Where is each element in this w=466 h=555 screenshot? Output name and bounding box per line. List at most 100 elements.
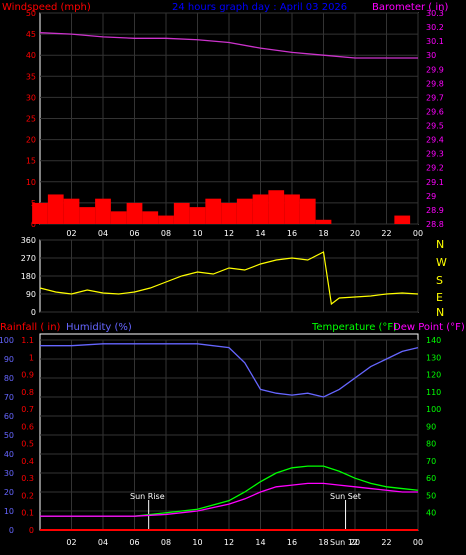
barometer-y-tick-label: 30.3 (426, 9, 444, 18)
direction-line (39, 251, 419, 306)
rain-y-tick-label: 0.3 (21, 474, 34, 483)
windspeed-bar (315, 219, 332, 224)
direction-label-n-bottom: N (436, 306, 444, 319)
direction-label-w: W (436, 256, 447, 269)
barometer-y-tick-label: 28.9 (426, 206, 444, 215)
windspeed-bar (142, 211, 159, 224)
windspeed-bar (158, 215, 174, 224)
wind-x-tick-label: 00 (413, 229, 423, 238)
windspeed-bar (299, 198, 316, 224)
windspeed-bar (221, 202, 237, 224)
wind-x-tick-label: 12 (224, 229, 234, 238)
humidity-y-tick-label: 100 (0, 336, 14, 345)
temp-y-tick-label: 80 (426, 440, 436, 449)
barometer-y-tick-label: 29.9 (426, 65, 444, 74)
weather-x-tick-label: 00 (413, 538, 423, 547)
barometer-line (39, 32, 418, 59)
barometer-y-tick-label: 29.4 (426, 136, 444, 145)
windspeed-axis-title: Windspeed (mph) (2, 2, 91, 13)
wind-y-tick-label: 25 (26, 115, 36, 124)
windspeed-bar (32, 202, 48, 224)
windspeed-bar (189, 207, 206, 224)
wind-y-tick-label: 45 (26, 30, 36, 39)
barometer-y-tick-label: 29.6 (426, 107, 444, 116)
wind-x-tick-label: 04 (98, 229, 108, 238)
weather-x-tick-label: 12 (224, 538, 234, 547)
weather-panel: 0 10 20 30 40 50 60 70 80 90 10 00 0.1 0.2 0.3 0.4 0.5 0.… (0, 336, 441, 547)
weather-x-tick-label: 08 (161, 538, 171, 547)
humidity-y-tick-label: 70 (4, 393, 14, 402)
wind-x-tick-label: 06 (129, 229, 139, 238)
rain-y-tick-label: 1.1 (21, 336, 34, 345)
direction-y-tick-label: 0 (31, 308, 36, 317)
temp-y-tick-label: 120 (426, 371, 441, 380)
wind-x-tick-label: 10 (192, 229, 202, 238)
weather-x-tick-label: 20 (350, 538, 360, 547)
temp-y-tick-label: 70 (426, 457, 436, 466)
barometer-y-tick-label: 29.8 (426, 79, 444, 88)
humidity-y-tick-label: 90 (4, 355, 14, 364)
humidity-y-tick-label: 60 (4, 412, 14, 421)
temp-y-tick-label: 140 (426, 336, 441, 345)
temp-y-tick-label: 60 (426, 474, 436, 483)
wind-x-tick-label: 14 (255, 229, 265, 238)
direction-y-tick-label: 90 (26, 290, 36, 299)
dewpoint-line (40, 482, 418, 517)
barometer-y-tick-label: 29.5 (426, 122, 444, 131)
wind-y-tick-label: 40 (26, 51, 36, 60)
windspeed-bar (95, 198, 111, 224)
windspeed-bar (268, 190, 285, 224)
sunrise-label: Sun Rise (130, 492, 165, 501)
wind-x-tick-label: 08 (161, 229, 171, 238)
windspeed-bar (47, 194, 64, 224)
rainfall-axis-title: Rainfall ( in) (0, 322, 61, 333)
windspeed-bar (284, 194, 300, 224)
weather-x-tick-label: 06 (129, 538, 139, 547)
sunset-label: Sun Set (330, 492, 361, 501)
rain-y-tick-label: 0.1 (21, 509, 34, 518)
temp-y-tick-label: 40 (426, 509, 436, 518)
barometer-y-tick-label: 30 (426, 51, 436, 60)
direction-y-tick-label: 270 (21, 254, 36, 263)
windspeed-bar (110, 211, 127, 224)
rain-y-tick-label: 0.2 (21, 491, 34, 500)
rain-y-tick-label: 0.4 (21, 457, 34, 466)
temp-y-tick-label: 90 (426, 422, 436, 431)
weather-x-tick-label: 16 (287, 538, 297, 547)
weather-x-tick-label: 02 (66, 538, 76, 547)
windspeed-bar (173, 202, 190, 224)
humidity-y-tick-label: 20 (4, 488, 14, 497)
rain-y-tick-label: 0 (29, 526, 34, 535)
temp-y-tick-label: 130 (426, 353, 441, 362)
rain-y-tick-label: 0.9 (21, 371, 34, 380)
weather-x-tick-label: 18 (318, 538, 328, 547)
rain-y-tick-label: 0.5 (21, 440, 34, 449)
rain-y-tick-label: 1 (29, 353, 34, 362)
wind-y-tick-label: 10 (26, 178, 36, 187)
direction-label-s: S (436, 274, 443, 287)
weather-x-tick-label: 04 (98, 538, 108, 547)
humidity-y-tick-label: 50 (4, 431, 14, 440)
temperature-axis-title: Temperature (°F) (311, 322, 397, 333)
windspeed-bar (236, 198, 253, 224)
humidity-y-tick-label: 30 (4, 469, 14, 478)
chart-main-title: 24 hours graph day : April 03 2026 (172, 2, 347, 13)
wind-panel: 0510152025303540455028.828.92929.129.229… (26, 9, 444, 238)
windspeed-bar (252, 194, 269, 224)
wind-y-tick-label: 0 (31, 220, 36, 229)
barometer-y-tick-label: 28.8 (426, 220, 444, 229)
rain-y-tick-label: 0.6 (21, 422, 34, 431)
barometer-axis-title: Barometer ( in) (372, 2, 448, 13)
weather-x-tick-label: 10 (192, 538, 202, 547)
barometer-y-tick-label: 29.3 (426, 150, 444, 159)
direction-y-tick-label: 180 (21, 272, 36, 281)
temp-y-tick-label: 100 (426, 405, 441, 414)
barometer-y-tick-label: 30.1 (426, 37, 444, 46)
barometer-y-tick-label: 29.1 (426, 178, 444, 187)
sun-extra-label: Sun 12 (330, 538, 358, 547)
rain-y-tick-label: 0.7 (21, 405, 34, 414)
humidity-y-tick-label: 10 (4, 507, 14, 516)
wind-x-tick-label: 16 (287, 229, 297, 238)
humidity-y-tick-label: 40 (4, 450, 14, 459)
